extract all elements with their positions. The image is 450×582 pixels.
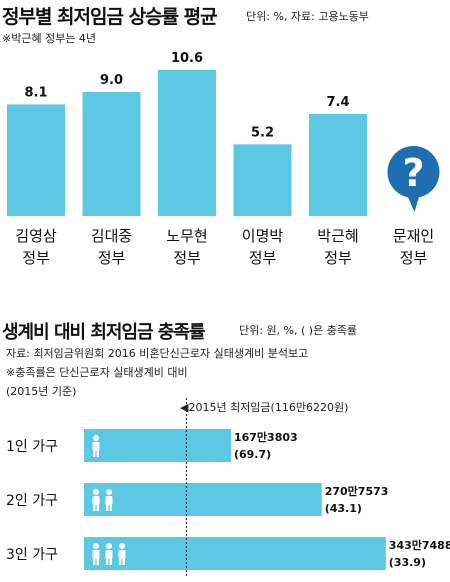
person-icon-head — [106, 543, 112, 549]
unknown-marker-circle — [387, 146, 440, 198]
person-icon-body — [105, 550, 113, 559]
hbar-value-label-3: 343만7488 — [389, 538, 450, 552]
person-icon-leg-right — [96, 450, 99, 457]
person-icon-head — [93, 543, 99, 549]
bar-4 — [233, 144, 292, 216]
person-icon — [92, 543, 100, 565]
person-icon — [92, 489, 100, 511]
bar-2 — [82, 92, 141, 216]
category-label-1-line-2: 정부 — [22, 249, 50, 267]
person-icon-body — [92, 442, 100, 451]
chart1-note: ※박근혜 정부는 4년 — [2, 32, 97, 45]
person-icon-body — [92, 496, 100, 505]
bar-value-label-5: 7.4 — [326, 95, 349, 110]
chart2-base-year: (2015년 기준) — [6, 385, 77, 398]
bar-5 — [309, 114, 367, 216]
person-icon-head — [119, 543, 125, 549]
chart1-title: 정부별 최저임금 상승률 평균 — [2, 6, 218, 28]
chart2-note: ※충족률은 단신근로자 실태생계비 대비 — [6, 366, 188, 379]
unknown-marker-tail — [407, 195, 420, 212]
hbar-1 — [84, 429, 231, 462]
hbar-rate-label-1: (69.7) — [234, 448, 271, 461]
person-icon — [92, 435, 100, 457]
person-icon-leg-left — [93, 504, 96, 511]
person-icon-leg-left — [106, 558, 109, 565]
person-icon-head — [93, 489, 99, 495]
category-label-2-line-2: 정부 — [98, 249, 126, 267]
chart2-reference-label: ◀2015년 최저임금(116만6220원) — [180, 401, 349, 414]
person-icon-head — [106, 489, 112, 495]
hbar-2 — [84, 483, 322, 516]
chart2-unit: 단위: 원, %, ( )은 충족률 — [239, 324, 358, 337]
hbar-rate-label-3: (33.9) — [389, 556, 426, 569]
person-icon — [105, 489, 113, 511]
person-icon-leg-left — [93, 558, 96, 565]
bar-value-label-4: 5.2 — [251, 125, 274, 140]
person-icon — [105, 543, 113, 565]
question-icon: ? — [402, 151, 424, 195]
person-icon-leg-right — [96, 558, 99, 565]
person-icon-leg-left — [106, 504, 109, 511]
person-icon-body — [118, 550, 126, 559]
category-label-2-line-1: 김대중 — [91, 227, 132, 245]
chart1-unit-source: 단위: %, 자료: 고용노동부 — [246, 10, 369, 23]
bar-value-label-2: 9.0 — [100, 73, 123, 88]
category-label-6-line-2: 정부 — [400, 249, 428, 267]
person-icon-body — [92, 550, 100, 559]
category-label-3-line-2: 정부 — [173, 249, 201, 267]
chart2-title: 생계비 대비 최저임금 충족률 — [2, 322, 206, 343]
category-label-3-line-1: 노무현 — [166, 227, 207, 245]
person-icon-leg-right — [96, 504, 99, 511]
category-label-5-line-2: 정부 — [324, 249, 352, 267]
category-label-1-line-1: 김영삼 — [15, 227, 57, 245]
bar-value-label-3: 10.6 — [171, 51, 203, 66]
person-icon-leg-right — [122, 558, 125, 565]
person-icon — [118, 543, 126, 565]
hbar-3 — [84, 537, 386, 570]
person-icon-body — [105, 496, 113, 505]
person-icon-head — [93, 435, 99, 441]
chart2-source: 자료: 최저임금위원회 2016 비혼단신근로자 실태생계비 분석보고 — [6, 347, 309, 360]
person-icon-leg-right — [109, 558, 112, 565]
bar-value-label-1: 8.1 — [24, 85, 47, 100]
hbar-rate-label-2: (43.1) — [325, 502, 362, 515]
household-label-2: 2인 가구 — [6, 493, 58, 509]
household-label-1: 1인 가구 — [6, 439, 58, 455]
person-icon-leg-left — [119, 558, 122, 565]
category-label-5-line-1: 박근혜 — [317, 227, 358, 245]
household-label-3: 3인 가구 — [6, 547, 58, 563]
bar-3 — [158, 70, 216, 216]
hbar-value-label-2: 270만7573 — [325, 484, 389, 498]
category-label-6-line-1: 문재인 — [393, 227, 434, 245]
hbar-value-label-1: 167만3803 — [234, 430, 298, 444]
person-icon-leg-right — [109, 504, 112, 511]
category-label-4-line-2: 정부 — [249, 249, 277, 267]
category-label-4-line-1: 이명박 — [242, 227, 284, 245]
person-icon-leg-left — [93, 450, 96, 457]
bar-1 — [7, 104, 65, 216]
